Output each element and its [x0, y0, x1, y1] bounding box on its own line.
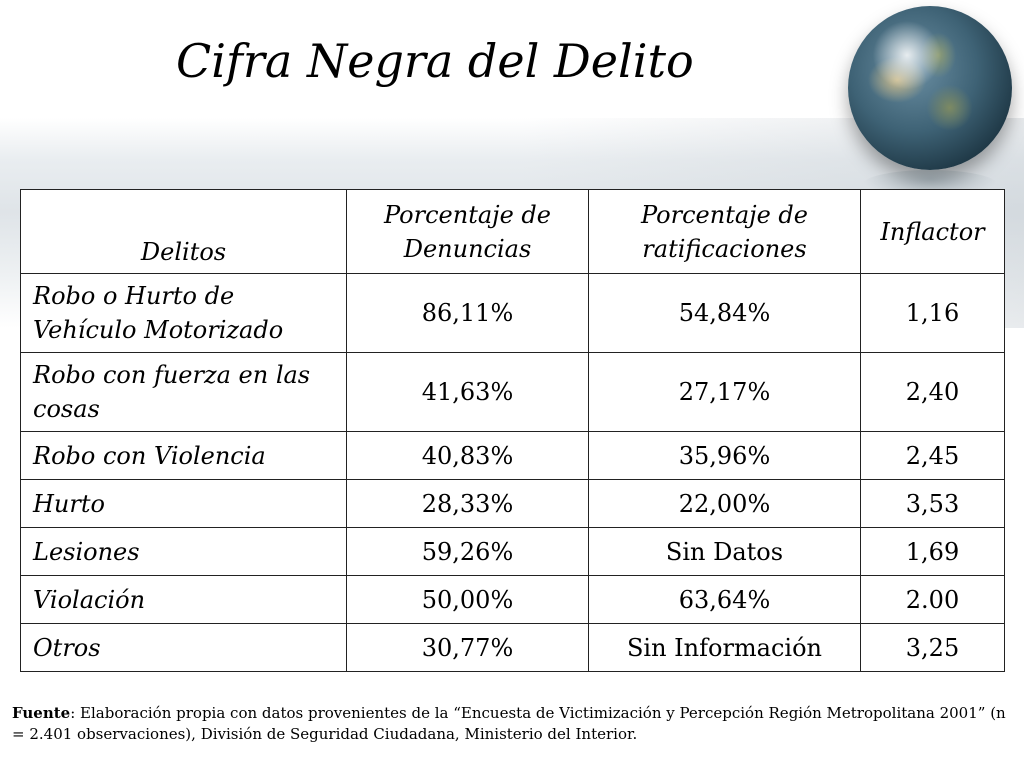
source-note: Fuente: Elaboración propia con datos pro…	[12, 703, 1012, 745]
cell-denuncias: 41,63%	[346, 352, 589, 432]
cell-denuncias: 28,33%	[346, 479, 589, 528]
table-row: Robo con fuerza en las cosas 41,63% 27,1…	[20, 352, 1005, 432]
cell-inflactor: 1,16	[860, 273, 1005, 353]
cell-denuncias: 59,26%	[346, 527, 589, 576]
cell-delito: Hurto	[20, 479, 347, 528]
cell-ratificaciones: 54,84%	[588, 273, 861, 353]
cell-inflactor: 2.00	[860, 575, 1005, 624]
cell-ratificaciones: 63,64%	[588, 575, 861, 624]
cell-inflactor: 2,45	[860, 431, 1005, 480]
source-label: Fuente	[12, 704, 71, 722]
slide-title: Cifra Negra del Delito	[176, 34, 694, 88]
cell-delito: Robo con fuerza en las cosas	[20, 352, 347, 432]
cell-ratificaciones: 35,96%	[588, 431, 861, 480]
cell-delito: Lesiones	[20, 527, 347, 576]
cell-ratificaciones: Sin Datos	[588, 527, 861, 576]
header-porcentaje-denuncias: Porcentaje de Denuncias	[346, 189, 589, 274]
cell-delito: Otros	[20, 623, 347, 672]
header-inflactor: Inflactor	[860, 189, 1005, 274]
cell-delito: Violación	[20, 575, 347, 624]
cell-denuncias: 86,11%	[346, 273, 589, 353]
header-delitos: Delitos	[20, 189, 347, 274]
source-text: : Elaboración propia con datos provenien…	[12, 704, 1006, 743]
cell-inflactor: 3,25	[860, 623, 1005, 672]
cell-ratificaciones: 22,00%	[588, 479, 861, 528]
cell-denuncias: 30,77%	[346, 623, 589, 672]
table-row: Robo o Hurto de Vehículo Motorizado 86,1…	[20, 273, 1005, 353]
cell-inflactor: 2,40	[860, 352, 1005, 432]
crime-table: Delitos Porcentaje de Denuncias Porcenta…	[20, 189, 1005, 672]
cell-ratificaciones: Sin Información	[588, 623, 861, 672]
cell-denuncias: 40,83%	[346, 431, 589, 480]
cell-inflactor: 1,69	[860, 527, 1005, 576]
table-row: Otros 30,77% Sin Información 3,25	[20, 623, 1005, 672]
cell-inflactor: 3,53	[860, 479, 1005, 528]
header-porcentaje-ratificaciones: Porcentaje de ratificaciones	[588, 189, 861, 274]
table-row: Violación 50,00% 63,64% 2.00	[20, 575, 1005, 624]
globe-icon	[848, 6, 1012, 170]
table-row: Robo con Violencia 40,83% 35,96% 2,45	[20, 431, 1005, 480]
cell-denuncias: 50,00%	[346, 575, 589, 624]
table-header-row: Delitos Porcentaje de Denuncias Porcenta…	[20, 189, 1005, 274]
cell-delito: Robo o Hurto de Vehículo Motorizado	[20, 273, 347, 353]
table-row: Hurto 28,33% 22,00% 3,53	[20, 479, 1005, 528]
cell-delito: Robo con Violencia	[20, 431, 347, 480]
cell-ratificaciones: 27,17%	[588, 352, 861, 432]
table-row: Lesiones 59,26% Sin Datos 1,69	[20, 527, 1005, 576]
